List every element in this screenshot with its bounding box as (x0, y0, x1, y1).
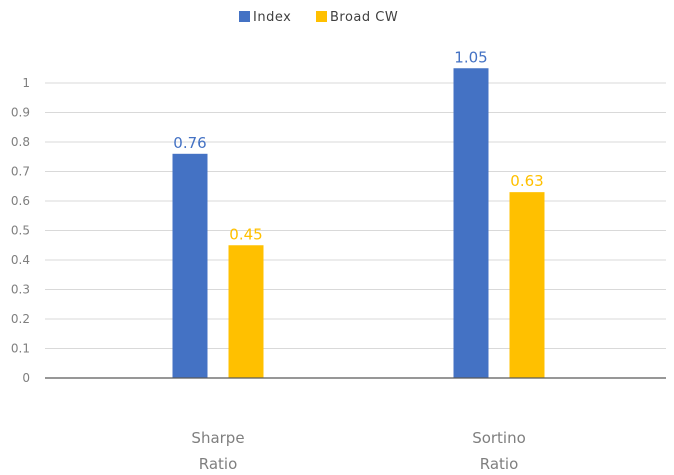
y-tick-label: 0.3 (11, 283, 30, 297)
data-label: 1.05 (454, 48, 487, 66)
bars (172, 68, 545, 378)
bar-broad-cw (228, 245, 264, 378)
gridlines (45, 82, 666, 349)
y-axis: 0 0.1 0.2 0.3 0.4 0.5 0.6 0.7 0.8 0.9 1 (11, 76, 30, 385)
y-tick-label: 0.6 (11, 194, 30, 208)
legend-swatch (316, 11, 327, 22)
legend-label: Index (253, 10, 291, 25)
y-tick-label: 0.8 (11, 135, 30, 149)
data-label: 0.76 (173, 134, 206, 152)
bar-broad-cw (509, 192, 545, 378)
x-axis: Sharpe Ratio Sortino Ratio (45, 377, 666, 473)
legend-label: Broad CW (330, 10, 398, 25)
data-labels: 0.76 1.05 0.45 0.63 (173, 48, 543, 243)
y-tick-label: 0.1 (11, 342, 30, 356)
y-tick-label: 0.9 (11, 106, 30, 120)
data-label: 0.45 (229, 225, 262, 243)
x-category-label: Ratio (480, 455, 519, 473)
y-tick-label: 1 (22, 76, 30, 90)
y-tick-label: 0.4 (11, 253, 30, 267)
data-label: 0.63 (510, 172, 543, 190)
chart-legend: Index Broad CW (239, 10, 398, 25)
y-tick-label: 0 (22, 371, 30, 385)
bar-index (453, 68, 489, 378)
bar-index (172, 153, 208, 378)
legend-swatch (239, 11, 250, 22)
x-category-label: Ratio (199, 455, 238, 473)
y-tick-label: 0.5 (11, 224, 30, 238)
y-tick-label: 0.7 (11, 165, 30, 179)
y-tick-label: 0.2 (11, 312, 30, 326)
x-category-label: Sortino (472, 429, 526, 447)
x-category-label: Sharpe (191, 429, 244, 447)
